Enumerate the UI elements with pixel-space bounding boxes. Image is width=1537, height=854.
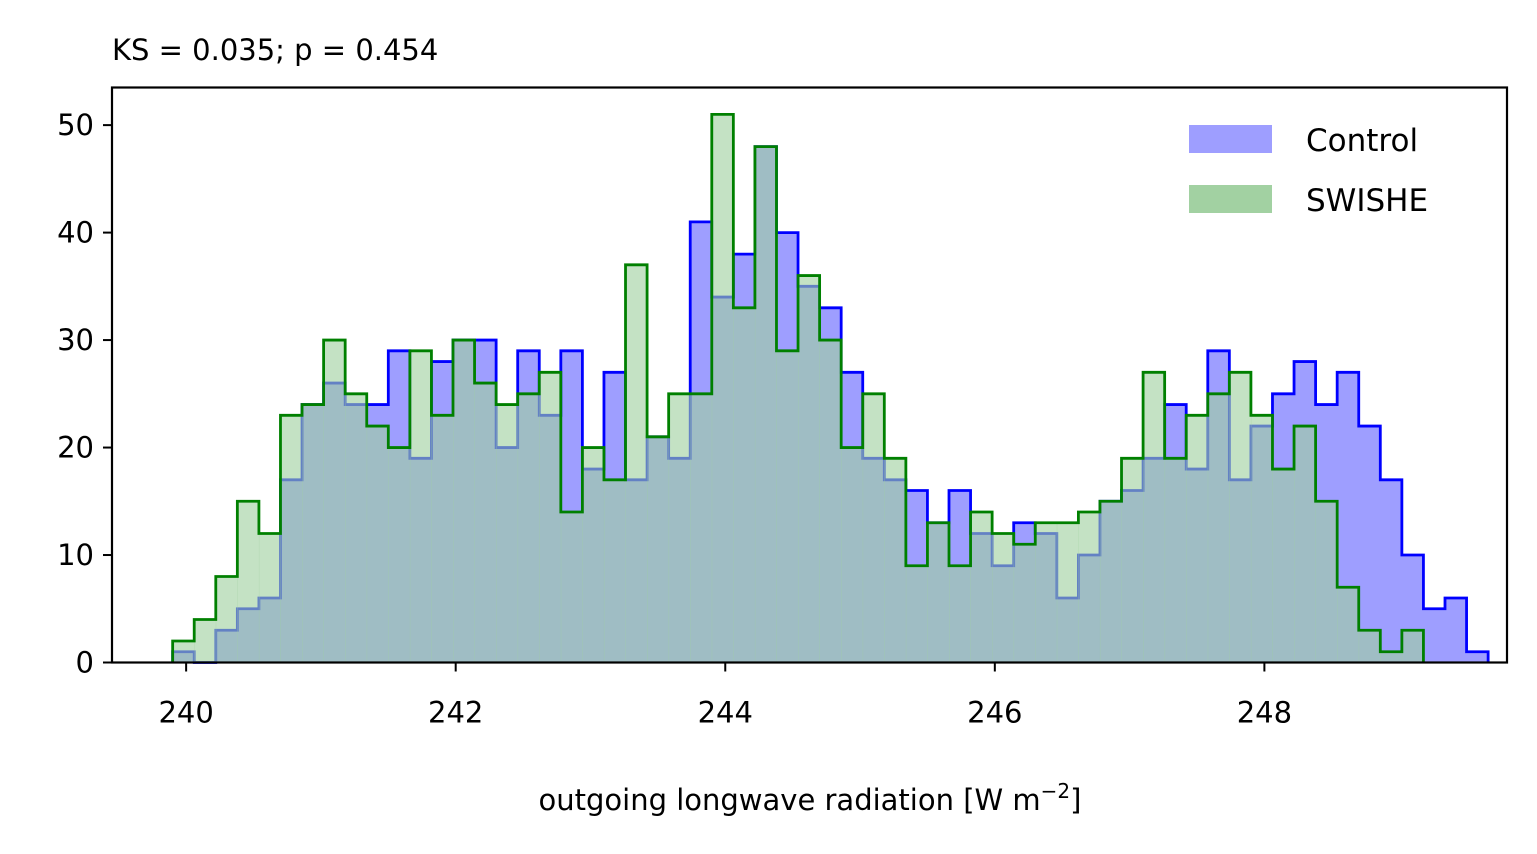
histogram-bar (215, 576, 238, 663)
histogram-bar (1013, 544, 1036, 663)
histogram-bar (539, 372, 562, 663)
histogram-bar (970, 512, 993, 663)
plot-frame (110, 86, 1509, 664)
histogram-bar (1207, 393, 1230, 663)
y-tick-label: 0 (76, 646, 94, 680)
y-tick-label: 30 (57, 323, 94, 357)
series-layer (171, 112, 1490, 664)
histogram-bar (1294, 426, 1317, 663)
histogram-bar (798, 275, 821, 663)
legend-swatch-control (1189, 125, 1272, 153)
histogram-bar (280, 415, 303, 663)
histogram-bar (1121, 458, 1144, 663)
series-swishe (171, 112, 1425, 663)
histogram-bar (172, 641, 195, 663)
histogram-bar (992, 533, 1015, 663)
histogram-bar (453, 340, 475, 663)
x-tick-label: 242 (428, 696, 483, 730)
histogram-bar (1358, 426, 1381, 663)
histogram-bar (409, 350, 432, 663)
histogram-bar (431, 415, 454, 663)
legend-label-swishe: SWISHE (1306, 183, 1428, 219)
histogram-bar (1078, 512, 1101, 663)
legend-swatch-swishe (1189, 185, 1272, 213)
histogram-bar (345, 393, 368, 663)
histogram-bar (1337, 587, 1360, 663)
histogram-bar (819, 340, 842, 663)
histogram-bar (1380, 651, 1403, 663)
histogram-bar (194, 619, 217, 663)
histogram-bar (625, 264, 648, 663)
histogram-bar (1272, 469, 1295, 663)
histogram-bar (1401, 630, 1424, 663)
histogram-bar (1143, 372, 1166, 663)
histogram-bar (1466, 651, 1489, 663)
histogram-bar (1056, 522, 1079, 663)
histogram-bar (1315, 501, 1338, 663)
x-tick-label: 240 (158, 696, 213, 730)
x-axis-label-end: ] (1070, 783, 1081, 817)
histogram-bar (1445, 598, 1467, 663)
legend-label-control: Control (1306, 123, 1418, 159)
histogram-bar (560, 512, 583, 663)
histogram-bar (1423, 608, 1446, 663)
histogram-bar (603, 479, 626, 663)
histogram-bar (517, 393, 540, 663)
histogram-bar (647, 436, 670, 663)
histogram-bar (927, 522, 950, 663)
histogram-bar (884, 458, 907, 663)
x-tick-label: 246 (967, 696, 1022, 730)
histogram-bar (496, 404, 519, 663)
x-axis: 240 242 244 246 248 (158, 662, 1292, 730)
histogram-bar (1099, 501, 1122, 663)
histogram-bar (323, 340, 346, 663)
legend: Control SWISHE (1189, 123, 1428, 219)
y-tick-label: 50 (57, 108, 94, 142)
histogram-bar (862, 393, 885, 663)
histogram-bar (949, 565, 971, 663)
x-axis-label-main: outgoing longwave radiation [W m (539, 783, 1041, 817)
histogram-bar (1358, 630, 1381, 663)
histogram-bar (1164, 458, 1187, 663)
histogram-bar (1186, 415, 1209, 663)
histogram-bar (1250, 415, 1273, 663)
histogram-bar (1035, 522, 1058, 663)
histogram-bar (366, 426, 389, 663)
x-tick-label: 244 (698, 696, 753, 730)
histogram-bar (690, 393, 713, 663)
histogram-bar (237, 501, 260, 663)
x-axis-label: outgoing longwave radiation [W m−2] (539, 779, 1082, 817)
histogram-bar (711, 114, 734, 663)
histogram-bar (905, 565, 928, 663)
y-axis: 0 10 20 30 40 50 (57, 108, 112, 680)
histogram-bar (1380, 479, 1403, 663)
y-tick-label: 40 (57, 216, 94, 250)
histogram-bar (302, 404, 325, 663)
histogram-bar (841, 447, 864, 663)
histogram-bar (668, 393, 691, 663)
histogram-bar (388, 447, 411, 663)
histogram-bar (1229, 372, 1252, 663)
y-tick-label: 10 (57, 538, 94, 572)
histogram-bar (776, 350, 799, 663)
chart-title: KS = 0.035; p = 0.454 (112, 33, 438, 67)
histogram-bar (582, 447, 605, 663)
histogram-outline (171, 112, 1425, 663)
histogram-bar (474, 383, 497, 663)
y-tick-label: 20 (57, 431, 94, 465)
x-tick-label: 248 (1237, 696, 1292, 730)
histogram-bar (754, 146, 777, 663)
histogram-bar (258, 533, 281, 663)
histogram-bar (733, 307, 756, 663)
x-axis-label-superscript: −2 (1041, 779, 1070, 803)
